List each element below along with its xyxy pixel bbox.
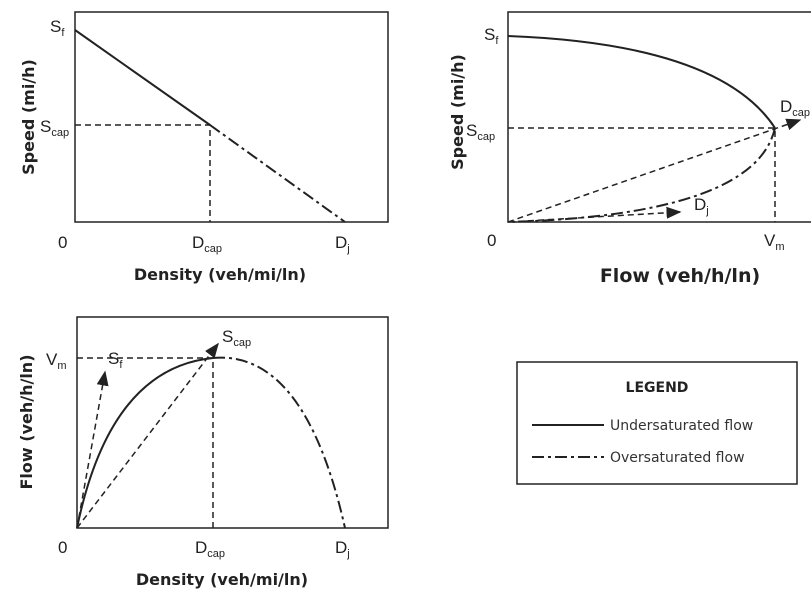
frame xyxy=(507,11,811,223)
y-axis-label: Flow (veh/h/ln) xyxy=(17,354,36,489)
label: Dj xyxy=(335,538,350,560)
arrow xyxy=(76,342,219,529)
y-axis-label: Speed (mi/h) xyxy=(19,59,38,175)
frame xyxy=(74,11,389,223)
x-axis-label: Flow (veh/h/ln) xyxy=(600,265,760,287)
label: Sf xyxy=(484,25,499,47)
guide xyxy=(75,124,211,222)
frame xyxy=(76,316,389,529)
legend-item: Undersaturated flow xyxy=(610,418,753,434)
label: Scap xyxy=(466,121,495,143)
origin-label: 0 xyxy=(58,538,67,557)
legend: LEGEND Undersaturated flow Oversaturated… xyxy=(516,361,798,485)
label: Vm xyxy=(46,350,67,372)
arrow xyxy=(507,206,682,223)
flow-density-panel: Vm Sf Scap Dcap Dj 0 Density (veh/mi/ln)… xyxy=(17,316,389,589)
label: Dj xyxy=(335,233,350,255)
speed-flow-panel: Sf Scap Dcap Dj Vm 0 Flow (veh/h/ln) Spe… xyxy=(448,11,811,287)
label: Dj xyxy=(694,195,709,217)
undersaturated-curve xyxy=(74,29,211,126)
label: Dcap xyxy=(192,233,222,255)
undersaturated-curve xyxy=(76,357,214,529)
label: Scap xyxy=(222,327,251,349)
legend-box xyxy=(516,361,798,485)
origin-label: 0 xyxy=(487,231,496,250)
label: Sf xyxy=(108,349,123,371)
undersaturated-curve xyxy=(507,35,776,129)
x-axis-label: Density (veh/mi/ln) xyxy=(134,265,306,284)
origin-label: 0 xyxy=(58,233,67,252)
label: Dcap xyxy=(195,538,225,560)
y-axis-label: Speed (mi/h) xyxy=(448,54,467,170)
oversaturated-curve xyxy=(212,356,346,529)
legend-title: LEGEND xyxy=(626,380,689,396)
legend-item: Oversaturated flow xyxy=(610,450,745,466)
speed-density-panel: Sf Scap Dcap Dj 0 Density (veh/mi/ln) Sp… xyxy=(19,11,389,284)
oversaturated-curve xyxy=(209,124,346,223)
label: Sf xyxy=(50,17,65,39)
label: Dcap xyxy=(780,97,810,119)
arrow xyxy=(76,370,109,529)
arrow xyxy=(507,118,802,223)
label: Vm xyxy=(764,231,785,253)
label: Scap xyxy=(40,117,69,139)
x-axis-label: Density (veh/mi/ln) xyxy=(136,570,308,589)
